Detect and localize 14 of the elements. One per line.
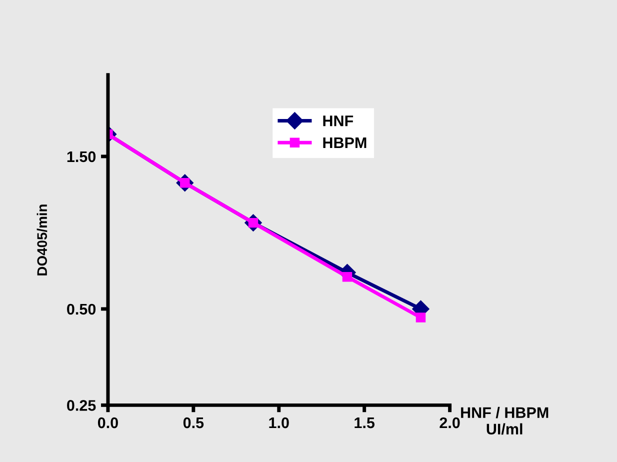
- x-tick-label: 1.0: [269, 417, 289, 428]
- x-tick-label: 0.5: [183, 417, 204, 428]
- x-tick-label: 0.0: [98, 417, 118, 428]
- legend-label: HBPM: [323, 137, 366, 148]
- y-axis-title: DO405/min: [36, 204, 48, 276]
- y-tick-label: 0.50: [67, 304, 96, 315]
- legend-label: HNF: [323, 116, 354, 126]
- point: [342, 272, 352, 282]
- x-axis-title: HNF / HBPM UI/ml: [461, 406, 548, 435]
- x-tick-label: 2.0: [440, 417, 460, 428]
- y-tick-label: 1.50: [67, 151, 96, 162]
- y-tick-label: 0.25: [67, 400, 96, 411]
- x-tick-label: 1.5: [354, 418, 375, 428]
- point: [416, 312, 426, 322]
